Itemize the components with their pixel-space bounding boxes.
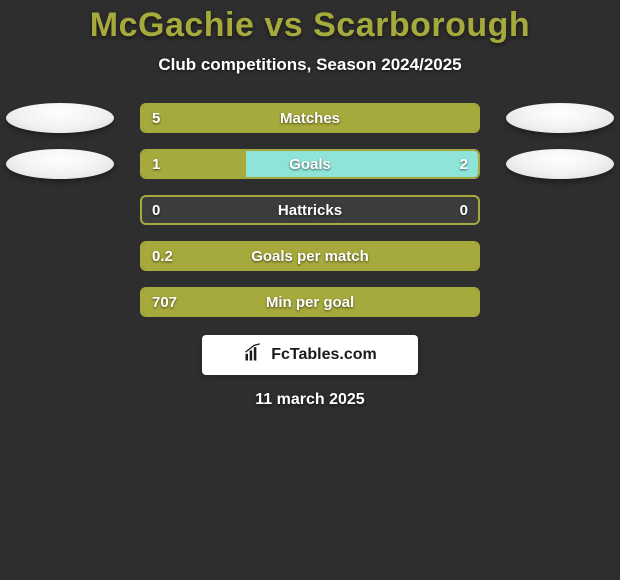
attribution-badge: FcTables.com: [202, 335, 418, 375]
stat-rows: 5Matches12Goals00Hattricks0.2Goals per m…: [0, 103, 620, 317]
bar-fill-right: [246, 151, 478, 177]
stat-bar: 0 0Hattricks: [140, 195, 480, 225]
stat-value-right: 2: [460, 151, 468, 177]
stat-label: Hattricks: [142, 197, 478, 223]
page-title: McGachie vs Scarborough: [0, 6, 620, 45]
stat-value-left: 0: [152, 197, 160, 223]
team-right-oval: [506, 103, 614, 133]
bar-fill-left: [142, 243, 478, 269]
stat-value-left: 0.2: [152, 243, 173, 269]
stat-row: 0.2Goals per match: [0, 241, 620, 271]
stat-bar: 707Min per goal: [140, 287, 480, 317]
stat-bar: 0.2Goals per match: [140, 241, 480, 271]
subtitle: Club competitions, Season 2024/2025: [0, 55, 620, 75]
team-left-oval: [6, 149, 114, 179]
team-left-oval: [6, 103, 114, 133]
chart-icon: [243, 343, 263, 368]
stat-row: 0 0Hattricks: [0, 195, 620, 225]
stat-value-left: 1: [152, 151, 160, 177]
date-text: 11 march 2025: [0, 391, 620, 409]
stat-row: 5Matches: [0, 103, 620, 133]
stat-bar: 5Matches: [140, 103, 480, 133]
attribution-text: FcTables.com: [271, 346, 377, 364]
bar-fill-left: [142, 105, 478, 131]
stat-value-left: 5: [152, 105, 160, 131]
stat-value-right: 0: [460, 197, 468, 223]
infographic-card: McGachie vs Scarborough Club competition…: [0, 0, 620, 580]
bar-fill-left: [142, 289, 478, 315]
stat-row: 12Goals: [0, 149, 620, 179]
stat-bar: 12Goals: [140, 149, 480, 179]
team-right-oval: [506, 149, 614, 179]
stat-value-left: 707: [152, 289, 177, 315]
stat-row: 707Min per goal: [0, 287, 620, 317]
